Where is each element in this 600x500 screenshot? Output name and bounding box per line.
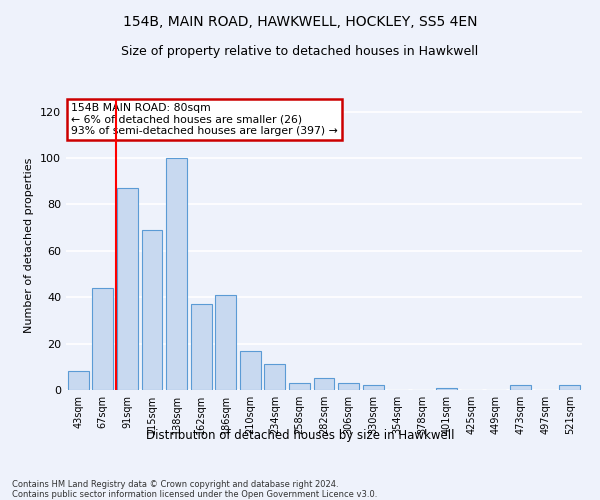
Bar bbox=[265, 364, 286, 390]
Bar bbox=[68, 372, 89, 390]
Y-axis label: Number of detached properties: Number of detached properties bbox=[25, 158, 34, 332]
Bar bbox=[191, 304, 212, 390]
Bar bbox=[215, 295, 236, 390]
Bar bbox=[314, 378, 334, 390]
Text: Size of property relative to detached houses in Hawkwell: Size of property relative to detached ho… bbox=[121, 45, 479, 58]
Bar bbox=[166, 158, 187, 390]
Text: 154B MAIN ROAD: 80sqm
← 6% of detached houses are smaller (26)
93% of semi-detac: 154B MAIN ROAD: 80sqm ← 6% of detached h… bbox=[71, 103, 338, 136]
Bar bbox=[240, 350, 261, 390]
Bar bbox=[338, 383, 359, 390]
Bar bbox=[362, 386, 383, 390]
Bar bbox=[559, 386, 580, 390]
Bar bbox=[117, 188, 138, 390]
Bar bbox=[142, 230, 163, 390]
Bar bbox=[510, 386, 531, 390]
Text: Distribution of detached houses by size in Hawkwell: Distribution of detached houses by size … bbox=[146, 428, 454, 442]
Text: Contains HM Land Registry data © Crown copyright and database right 2024.
Contai: Contains HM Land Registry data © Crown c… bbox=[12, 480, 377, 500]
Bar bbox=[436, 388, 457, 390]
Bar bbox=[92, 288, 113, 390]
Bar bbox=[289, 383, 310, 390]
Text: 154B, MAIN ROAD, HAWKWELL, HOCKLEY, SS5 4EN: 154B, MAIN ROAD, HAWKWELL, HOCKLEY, SS5 … bbox=[123, 15, 477, 29]
